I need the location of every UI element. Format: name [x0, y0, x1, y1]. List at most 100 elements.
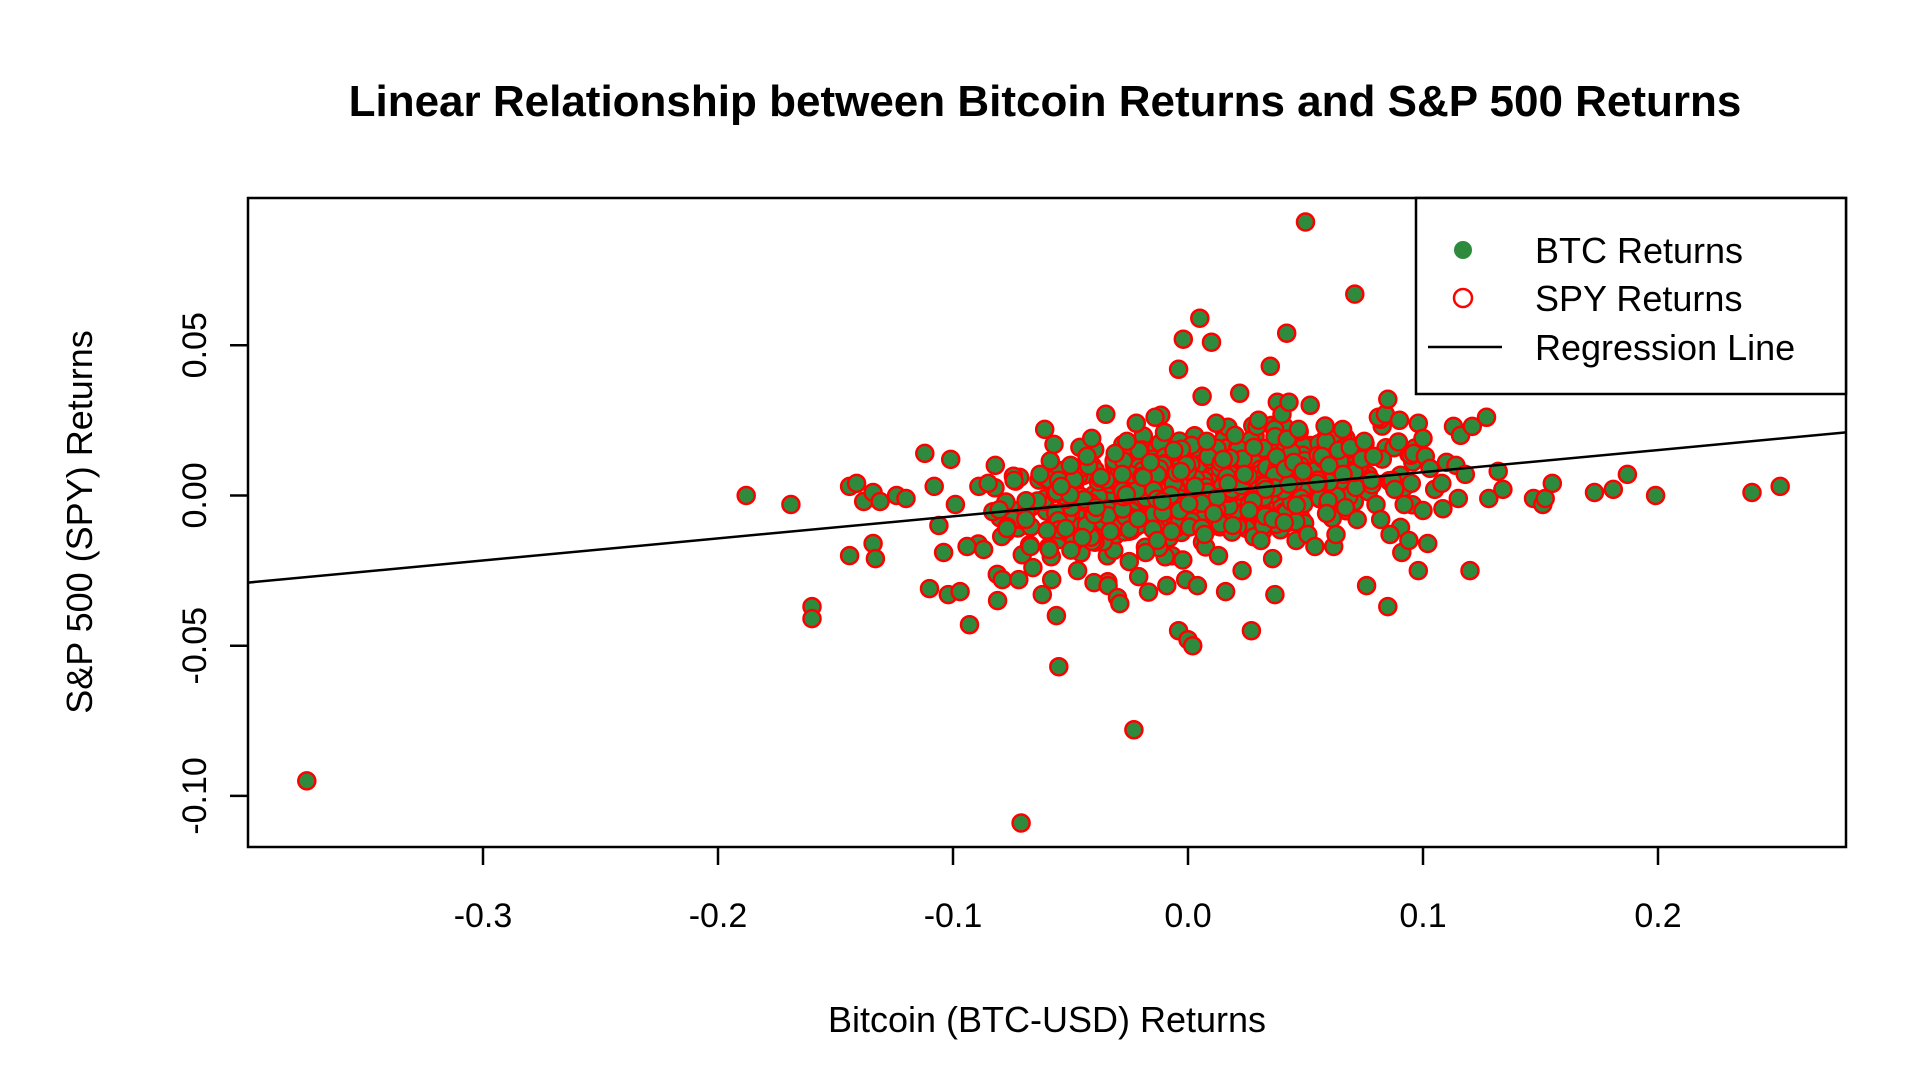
data-point-btc — [1488, 461, 1508, 482]
data-point-btc — [1617, 464, 1638, 485]
data-point-btc — [1182, 635, 1203, 656]
data-point-btc — [1319, 455, 1339, 476]
data-point-btc — [973, 539, 994, 560]
data-point-btc — [1356, 575, 1377, 596]
data-point-btc — [1293, 461, 1313, 482]
data-point-btc — [1232, 560, 1252, 581]
data-point-btc — [1262, 548, 1283, 569]
data-point-btc — [1128, 566, 1149, 587]
data-point-spy — [1173, 550, 1193, 570]
data-point-btc — [1476, 407, 1497, 428]
data-point-btc — [1046, 605, 1067, 626]
data-point-btc — [896, 488, 916, 509]
x-tick-label: -0.1 — [924, 897, 983, 935]
legend-spy-marker — [1452, 287, 1474, 309]
data-point-btc — [1011, 813, 1031, 833]
data-point-btc — [1119, 551, 1140, 572]
data-point-btc — [1126, 413, 1147, 434]
data-point-btc — [985, 455, 1006, 476]
data-point-btc — [1288, 419, 1309, 440]
data-point-btc — [1117, 431, 1137, 452]
data-point-btc — [1370, 509, 1391, 530]
data-point-btc — [1197, 431, 1217, 452]
legend-btc-label: BTC Returns — [1535, 230, 1743, 271]
data-point-btc — [1145, 407, 1165, 428]
data-point-spy — [1128, 508, 1148, 529]
data-point-btc — [1401, 473, 1422, 494]
data-point-btc — [1265, 584, 1285, 605]
data-point-btc — [1354, 431, 1375, 452]
data-point-btc — [1009, 569, 1029, 590]
data-point-btc — [1213, 449, 1234, 470]
data-point-btc — [1248, 410, 1269, 431]
plot-frame — [246, 196, 1848, 849]
y-tick-label: -0.05 — [176, 607, 214, 685]
data-point-btc — [1462, 416, 1483, 437]
data-point-btc — [1222, 515, 1243, 536]
x-tick-label: 0.2 — [1634, 897, 1681, 935]
data-point-btc — [1185, 476, 1205, 497]
data-point-btc — [919, 578, 940, 599]
data-point-btc — [1039, 539, 1060, 560]
regression-line — [247, 431, 1847, 584]
data-point-btc — [1187, 575, 1208, 596]
data-point-btc — [1100, 521, 1121, 542]
chart-title: Linear Relationship between Bitcoin Retu… — [349, 77, 1742, 126]
data-point-btc — [1112, 464, 1132, 485]
data-point-btc — [1432, 473, 1452, 494]
data-point-btc — [1154, 422, 1175, 443]
legend-spy-label: SPY Returns — [1535, 278, 1742, 319]
data-point-btc — [1389, 410, 1410, 431]
data-point-btc — [929, 515, 949, 536]
data-point-btc — [1192, 386, 1212, 407]
data-point-btc — [940, 449, 961, 470]
data-point-btc — [1378, 596, 1398, 617]
x-axis: -0.3 -0.2 -0.1 0.0 0.1 0.2 — [454, 847, 1682, 935]
data-point-btc — [1335, 497, 1356, 518]
data-point-btc — [978, 473, 998, 494]
data-point-btc — [1300, 395, 1320, 416]
data-point-btc — [1206, 413, 1226, 434]
data-point-btc — [1049, 656, 1069, 677]
data-point-btc — [1394, 494, 1414, 515]
y-tick-label: 0.00 — [176, 462, 214, 528]
data-point-btc — [1044, 434, 1064, 455]
x-axis-label: Bitcoin (BTC-USD) Returns — [828, 999, 1266, 1040]
data-point-btc — [1072, 527, 1093, 548]
data-point-btc — [1105, 443, 1125, 464]
data-point-btc — [1060, 455, 1081, 476]
x-tick-label: -0.2 — [689, 897, 748, 935]
data-point-btc — [1171, 461, 1191, 482]
data-point-btc — [1140, 452, 1161, 473]
data-point-btc — [1204, 503, 1224, 524]
data-point-btc — [1380, 524, 1400, 545]
data-point-btc — [1455, 464, 1476, 485]
data-point-btc — [1004, 470, 1024, 491]
legend: BTC Returns SPY Returns Regression Line — [1414, 196, 1848, 396]
data-point-btc — [1742, 482, 1762, 503]
y-axis: -0.10 -0.05 0.00 0.05 — [176, 312, 248, 835]
data-point-spy — [1061, 540, 1081, 560]
data-point-spy — [1016, 490, 1036, 511]
data-point-btc — [1255, 479, 1276, 500]
data-point-btc — [1051, 476, 1071, 497]
data-point-btc — [802, 608, 822, 629]
data-point-btc — [1056, 518, 1076, 539]
data-point-btc — [1173, 329, 1194, 349]
data-point-btc — [1201, 332, 1222, 352]
data-point-btc — [1413, 428, 1433, 449]
data-point-btc — [1251, 530, 1271, 551]
data-point-btc — [1016, 509, 1036, 530]
data-point-spy — [1179, 493, 1199, 514]
data-point-spy — [1315, 416, 1335, 436]
data-point-btc — [1542, 473, 1563, 494]
data-point-btc — [1034, 419, 1055, 440]
data-point-btc — [1378, 389, 1398, 410]
data-point-btc — [1032, 584, 1053, 605]
data-point-btc — [1603, 479, 1624, 500]
y-axis-label: S&P 500 (SPY) Returns — [59, 330, 100, 714]
x-tick-label: 0.0 — [1164, 897, 1211, 935]
data-point-btc — [1225, 425, 1245, 446]
x-tick-label: 0.1 — [1399, 897, 1446, 935]
data-point-btc — [1194, 524, 1215, 545]
